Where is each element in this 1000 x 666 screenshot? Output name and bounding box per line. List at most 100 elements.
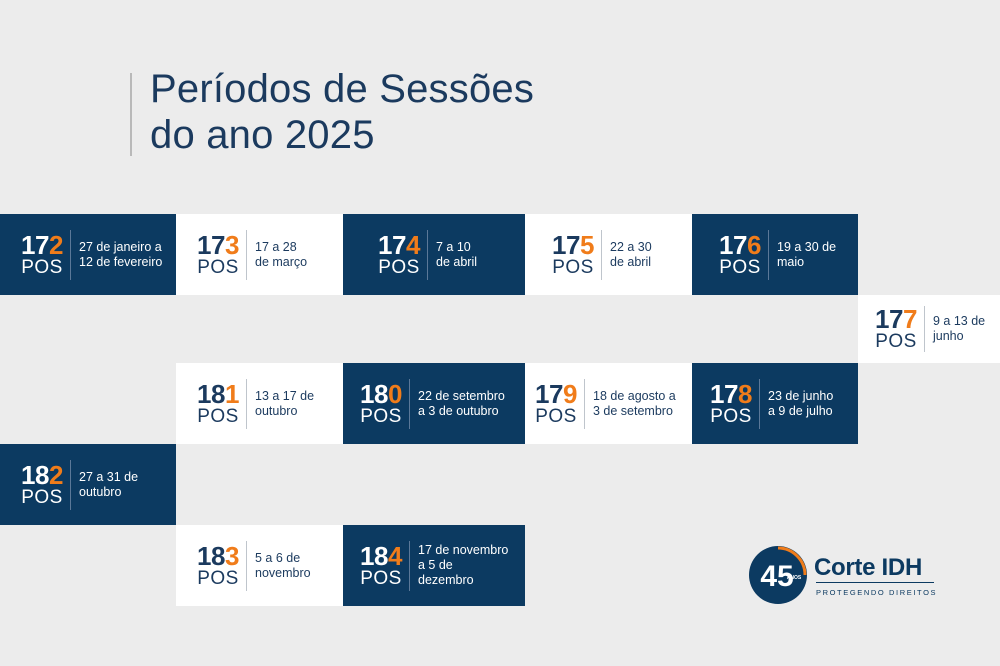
session-code: 181 POS bbox=[196, 381, 240, 427]
session-type: POS bbox=[21, 256, 63, 278]
session-cell-182: 182 POS 27 a 31 de outubro bbox=[0, 444, 176, 525]
session-dates: 27 a 31 de outubro bbox=[79, 469, 139, 499]
page-title: Períodos de Sessões do ano 2025 bbox=[150, 66, 534, 158]
cell-divider bbox=[584, 378, 585, 429]
session-code: 179 POS bbox=[534, 381, 578, 427]
session-code: 180 POS bbox=[359, 381, 403, 427]
session-number: 18 bbox=[360, 378, 388, 409]
session-cell-177: 177 POS 9 a 13 de junho bbox=[858, 295, 1000, 363]
session-type: POS bbox=[710, 405, 752, 427]
session-code: 184 POS bbox=[359, 543, 403, 589]
session-cell-172: 172 POS 27 de janeiro a 12 de fevereiro bbox=[0, 214, 176, 295]
cell-divider bbox=[70, 229, 71, 280]
title-divider bbox=[130, 73, 132, 156]
logo-divider bbox=[816, 582, 934, 583]
cell-divider bbox=[427, 229, 428, 280]
session-code: 176 POS bbox=[718, 232, 762, 278]
cell-divider bbox=[601, 229, 602, 280]
cell-divider bbox=[768, 229, 769, 280]
session-code: 173 POS bbox=[196, 232, 240, 278]
session-dates: 18 de agosto a 3 de setembro bbox=[593, 388, 676, 418]
session-number: 17 bbox=[552, 229, 580, 260]
cell-divider bbox=[759, 378, 760, 429]
session-dates: 22 de setembro a 3 de outubro bbox=[418, 388, 505, 418]
session-code: 182 POS bbox=[20, 462, 64, 508]
session-cell-176: 176 POS 19 a 30 de maio bbox=[692, 214, 858, 295]
session-type: POS bbox=[378, 256, 420, 278]
session-number: 17 bbox=[378, 229, 406, 260]
session-number: 17 bbox=[535, 378, 563, 409]
session-dates: 17 a 28 de março bbox=[255, 239, 308, 269]
session-number-highlight: 3 bbox=[224, 540, 239, 571]
session-cell-175: 175 POS 22 a 30 de abril bbox=[525, 214, 692, 295]
session-code: 174 POS bbox=[377, 232, 421, 278]
session-cell-181: 181 POS 13 a 17 de outubro bbox=[176, 363, 343, 444]
session-cell-179: 179 POS 18 de agosto a 3 de setembro bbox=[525, 363, 692, 444]
session-number-highlight: 4 bbox=[405, 229, 420, 260]
cell-divider bbox=[246, 378, 247, 429]
corte-idh-logo: 45 ANOS Corte IDH PROTEGENDO DIREITOS bbox=[748, 545, 938, 607]
session-number-highlight: 2 bbox=[48, 459, 63, 490]
session-cell-173: 173 POS 17 a 28 de março bbox=[176, 214, 343, 295]
cell-divider bbox=[246, 229, 247, 280]
session-code: 177 POS bbox=[874, 306, 918, 352]
session-number-highlight: 0 bbox=[387, 378, 402, 409]
title-line-2: do ano 2025 bbox=[150, 113, 375, 157]
session-number-highlight: 1 bbox=[224, 378, 239, 409]
anniversary-badge-icon: 45 ANOS bbox=[749, 546, 807, 604]
session-dates: 27 de janeiro a 12 de fevereiro bbox=[79, 239, 163, 269]
session-type: POS bbox=[197, 567, 239, 589]
session-number: 18 bbox=[197, 378, 225, 409]
session-code: 183 POS bbox=[196, 543, 240, 589]
session-type: POS bbox=[360, 405, 402, 427]
session-cell-178: 178 POS 23 de junho a 9 de julho bbox=[692, 363, 858, 444]
session-number-highlight: 3 bbox=[224, 229, 239, 260]
cell-divider bbox=[409, 540, 410, 591]
session-number: 17 bbox=[719, 229, 747, 260]
session-dates: 13 a 17 de outubro bbox=[255, 388, 315, 418]
session-dates: 7 a 10 de abril bbox=[436, 239, 477, 269]
session-number: 17 bbox=[875, 304, 903, 334]
cell-divider bbox=[246, 540, 247, 591]
session-number: 17 bbox=[197, 229, 225, 260]
session-type: POS bbox=[719, 256, 761, 278]
session-type: POS bbox=[21, 486, 63, 508]
cell-divider bbox=[409, 378, 410, 429]
session-number-highlight: 5 bbox=[579, 229, 594, 260]
session-code: 178 POS bbox=[709, 381, 753, 427]
session-dates: 9 a 13 de junho bbox=[933, 314, 986, 343]
logo-name: Corte IDH bbox=[814, 554, 922, 581]
logo-tagline: PROTEGENDO DIREITOS bbox=[816, 588, 938, 597]
session-number-highlight: 9 bbox=[562, 378, 577, 409]
session-number: 17 bbox=[21, 229, 49, 260]
cell-divider bbox=[70, 459, 71, 510]
session-type: POS bbox=[535, 405, 577, 427]
session-number-highlight: 4 bbox=[387, 540, 402, 571]
session-type: POS bbox=[197, 256, 239, 278]
session-number: 18 bbox=[197, 540, 225, 571]
session-cell-180: 180 POS 22 de setembro a 3 de outubro bbox=[343, 363, 525, 444]
session-code: 175 POS bbox=[551, 232, 595, 278]
session-dates: 17 de novembro a 5 de dezembro bbox=[418, 543, 509, 587]
session-type: POS bbox=[552, 256, 594, 278]
badge-number: 45 bbox=[760, 560, 793, 593]
session-number-highlight: 8 bbox=[737, 378, 752, 409]
title-line-1: Períodos de Sessões bbox=[150, 67, 535, 111]
session-code: 172 POS bbox=[20, 232, 64, 278]
session-cell-184: 184 POS 17 de novembro a 5 de dezembro bbox=[343, 525, 525, 606]
session-number-highlight: 7 bbox=[902, 304, 917, 334]
session-dates: 23 de junho a 9 de julho bbox=[768, 388, 834, 418]
session-dates: 19 a 30 de maio bbox=[777, 239, 837, 269]
session-type: POS bbox=[875, 331, 917, 352]
session-dates: 5 a 6 de novembro bbox=[255, 550, 311, 580]
session-cell-174: 174 POS 7 a 10 de abril bbox=[343, 214, 525, 295]
session-dates: 22 a 30 de abril bbox=[610, 239, 652, 269]
cell-divider bbox=[924, 306, 925, 352]
session-number: 17 bbox=[710, 378, 738, 409]
session-number: 18 bbox=[21, 459, 49, 490]
badge-text: ANOS bbox=[787, 575, 802, 581]
session-number-highlight: 2 bbox=[48, 229, 63, 260]
session-cell-183: 183 POS 5 a 6 de novembro bbox=[176, 525, 343, 606]
session-type: POS bbox=[197, 405, 239, 427]
session-type: POS bbox=[360, 567, 402, 589]
